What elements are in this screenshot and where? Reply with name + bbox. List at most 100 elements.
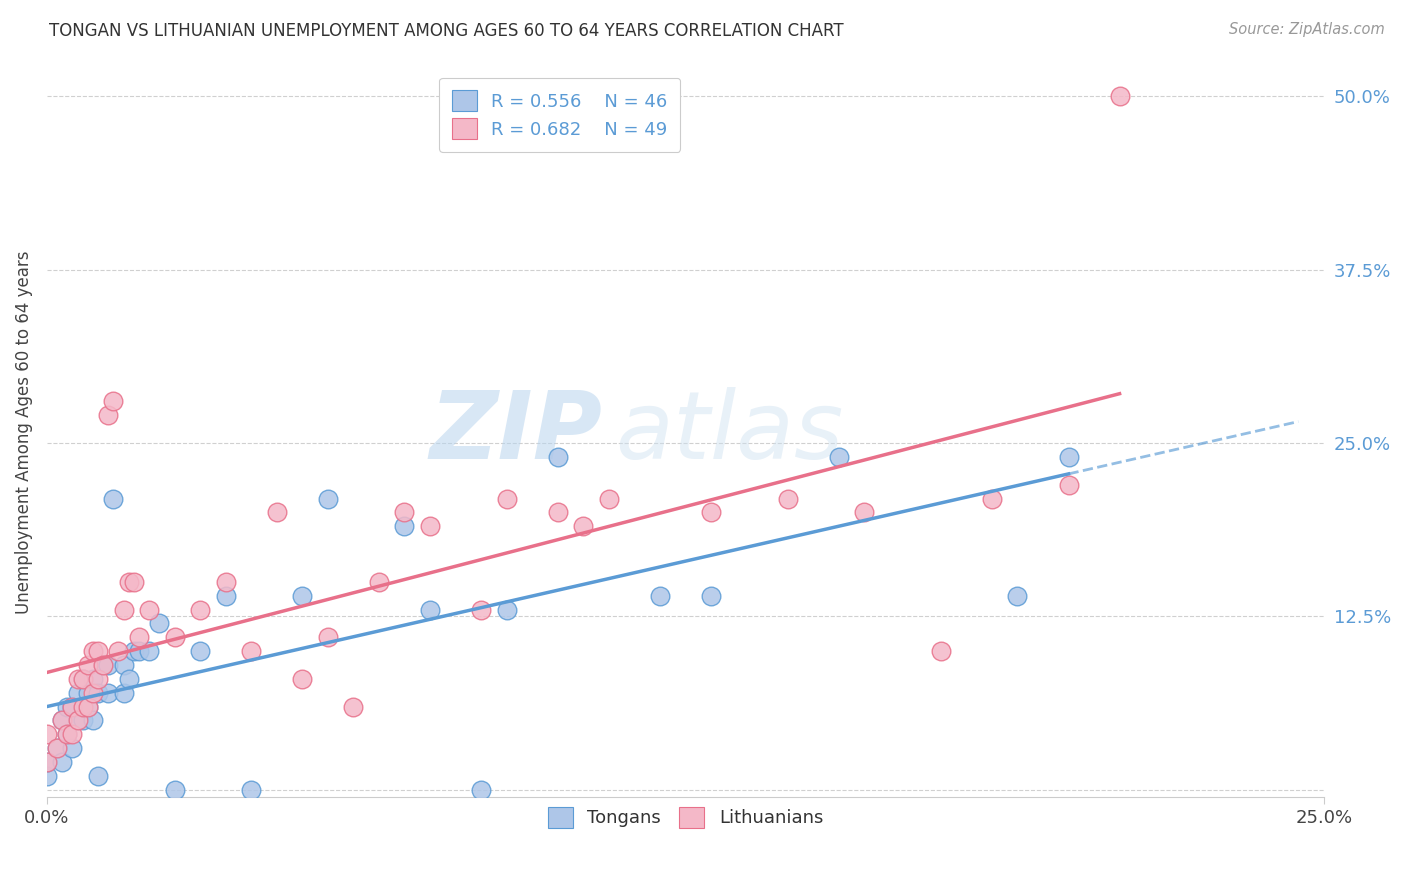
Point xyxy=(853,505,876,519)
Point xyxy=(72,672,94,686)
Point xyxy=(648,589,671,603)
Text: TONGAN VS LITHUANIAN UNEMPLOYMENT AMONG AGES 60 TO 64 YEARS CORRELATION CHART: TONGAN VS LITHUANIAN UNEMPLOYMENT AMONG … xyxy=(49,22,844,40)
Point xyxy=(316,491,339,506)
Point xyxy=(76,686,98,700)
Point xyxy=(240,644,263,658)
Point xyxy=(103,491,125,506)
Point xyxy=(188,644,211,658)
Point xyxy=(56,699,79,714)
Point xyxy=(495,602,517,616)
Point xyxy=(66,672,89,686)
Point xyxy=(215,589,238,603)
Point xyxy=(1007,589,1029,603)
Point xyxy=(97,686,120,700)
Point xyxy=(138,644,160,658)
Point xyxy=(35,727,58,741)
Point xyxy=(62,741,84,756)
Point xyxy=(46,741,69,756)
Point xyxy=(87,686,110,700)
Point xyxy=(827,450,849,464)
Point xyxy=(66,686,89,700)
Point xyxy=(76,699,98,714)
Point xyxy=(700,505,723,519)
Point xyxy=(215,574,238,589)
Point xyxy=(117,672,139,686)
Point xyxy=(56,727,79,741)
Point xyxy=(112,658,135,673)
Point xyxy=(128,644,150,658)
Point xyxy=(76,658,98,673)
Point xyxy=(394,505,416,519)
Point xyxy=(62,727,84,741)
Y-axis label: Unemployment Among Ages 60 to 64 years: Unemployment Among Ages 60 to 64 years xyxy=(15,251,32,615)
Point xyxy=(35,755,58,769)
Point xyxy=(470,602,492,616)
Point xyxy=(394,519,416,533)
Point xyxy=(56,727,79,741)
Point xyxy=(51,714,73,728)
Text: Source: ZipAtlas.com: Source: ZipAtlas.com xyxy=(1229,22,1385,37)
Point xyxy=(128,630,150,644)
Point xyxy=(495,491,517,506)
Point xyxy=(46,741,69,756)
Point xyxy=(97,658,120,673)
Point xyxy=(122,644,145,658)
Point xyxy=(700,589,723,603)
Point xyxy=(35,769,58,783)
Point xyxy=(240,782,263,797)
Point xyxy=(72,714,94,728)
Text: atlas: atlas xyxy=(616,387,844,478)
Point xyxy=(547,450,569,464)
Point xyxy=(572,519,595,533)
Point xyxy=(148,616,170,631)
Point xyxy=(163,630,186,644)
Point xyxy=(87,672,110,686)
Point xyxy=(91,658,114,673)
Point xyxy=(107,644,129,658)
Point xyxy=(82,644,104,658)
Point xyxy=(82,686,104,700)
Point xyxy=(419,519,441,533)
Legend: Tongans, Lithuanians: Tongans, Lithuanians xyxy=(540,800,831,835)
Point xyxy=(112,686,135,700)
Point xyxy=(66,714,89,728)
Point xyxy=(51,755,73,769)
Point xyxy=(97,409,120,423)
Point xyxy=(367,574,389,589)
Point xyxy=(103,394,125,409)
Point xyxy=(598,491,620,506)
Point xyxy=(51,714,73,728)
Point xyxy=(122,574,145,589)
Point xyxy=(35,755,58,769)
Point xyxy=(82,672,104,686)
Point xyxy=(1057,450,1080,464)
Point xyxy=(62,699,84,714)
Point xyxy=(87,644,110,658)
Point xyxy=(91,658,114,673)
Point xyxy=(929,644,952,658)
Point xyxy=(342,699,364,714)
Point xyxy=(66,714,89,728)
Point xyxy=(316,630,339,644)
Point xyxy=(163,782,186,797)
Point xyxy=(1108,89,1130,103)
Point xyxy=(291,589,314,603)
Point xyxy=(72,699,94,714)
Point xyxy=(62,699,84,714)
Point xyxy=(76,699,98,714)
Point xyxy=(138,602,160,616)
Point xyxy=(188,602,211,616)
Point xyxy=(117,574,139,589)
Point xyxy=(266,505,288,519)
Point xyxy=(547,505,569,519)
Text: ZIP: ZIP xyxy=(429,386,602,479)
Point xyxy=(980,491,1002,506)
Point xyxy=(776,491,799,506)
Point xyxy=(72,672,94,686)
Point xyxy=(82,714,104,728)
Point xyxy=(87,769,110,783)
Point xyxy=(112,602,135,616)
Point xyxy=(419,602,441,616)
Point xyxy=(470,782,492,797)
Point xyxy=(291,672,314,686)
